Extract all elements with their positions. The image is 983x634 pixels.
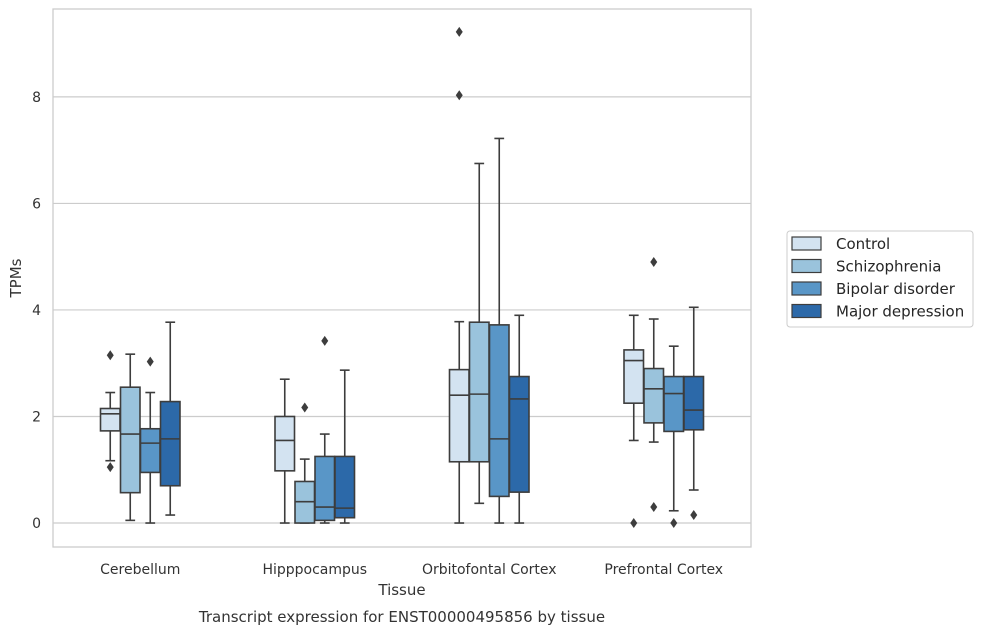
box-control bbox=[623, 314, 645, 529]
box-groups bbox=[99, 26, 705, 529]
outlier-marker bbox=[106, 350, 114, 361]
legend-label: Schizophrenia bbox=[836, 258, 941, 276]
outlier-marker bbox=[455, 90, 463, 101]
x-tick-labels: Cerebellum Hipppocampus Orbitofontal Corte… bbox=[100, 562, 723, 578]
x-tick-label: Orbitofontal Cortex bbox=[422, 562, 557, 578]
chart-caption: Transcript expression for ENST0000049585… bbox=[198, 608, 605, 626]
legend-label: Bipolar disorder bbox=[836, 280, 956, 298]
y-tick-labels: 0 2 4 6 8 bbox=[32, 90, 41, 532]
box-body bbox=[334, 455, 356, 519]
box-schizophrenia bbox=[119, 353, 141, 522]
outlier-marker bbox=[670, 518, 678, 529]
box-body bbox=[623, 349, 645, 404]
legend-frame bbox=[786, 230, 974, 328]
box-major-depression bbox=[159, 321, 181, 516]
box-body bbox=[643, 367, 665, 424]
legend-swatch bbox=[791, 303, 822, 319]
legend: Control Schizophrenia Bipolar disorder Majo… bbox=[786, 230, 974, 328]
outlier-marker bbox=[630, 518, 638, 529]
box-body bbox=[159, 400, 181, 487]
outlier-marker bbox=[650, 502, 658, 513]
x-tick-label: Hipppocampus bbox=[262, 562, 367, 578]
legend-swatch bbox=[791, 236, 822, 251]
box-bipolar-disorder bbox=[488, 137, 510, 524]
outlier-marker bbox=[146, 356, 154, 367]
box-body bbox=[314, 455, 336, 522]
box-body bbox=[139, 427, 161, 474]
box-major-depression bbox=[508, 314, 530, 524]
outlier-marker bbox=[106, 462, 114, 473]
y-tick-label: 4 bbox=[32, 303, 41, 319]
y-tick-label: 2 bbox=[32, 409, 41, 425]
x-tick-label: Cerebellum bbox=[100, 562, 180, 578]
box-control bbox=[274, 378, 296, 524]
x-tick-label: Prefrontal Cortex bbox=[604, 562, 723, 578]
box-schizophrenia bbox=[643, 257, 665, 513]
box-body bbox=[274, 415, 296, 472]
y-tick-label: 8 bbox=[32, 90, 41, 106]
box-major-depression bbox=[683, 306, 705, 521]
box-body bbox=[119, 386, 141, 494]
outlier-marker bbox=[321, 335, 329, 346]
outlier-marker bbox=[690, 510, 698, 521]
plot-frame bbox=[52, 8, 752, 548]
outlier-marker bbox=[455, 26, 463, 37]
legend-label: Major depression bbox=[836, 303, 964, 321]
box-schizophrenia bbox=[468, 162, 490, 505]
box-body bbox=[663, 375, 685, 433]
box-body bbox=[448, 368, 470, 463]
legend-label: Control bbox=[836, 235, 890, 253]
box-bipolar-disorder bbox=[663, 345, 685, 529]
box-body bbox=[683, 375, 705, 431]
outlier-marker bbox=[301, 402, 309, 413]
box-control bbox=[448, 26, 470, 524]
y-tick-label: 0 bbox=[32, 516, 41, 532]
y-tick-label: 6 bbox=[32, 196, 41, 212]
box-body bbox=[468, 321, 490, 463]
x-axis-label: Tissue bbox=[377, 581, 425, 599]
box-bipolar-disorder bbox=[314, 335, 336, 524]
y-axis-label: TPMs bbox=[7, 258, 25, 298]
box-body bbox=[488, 324, 510, 498]
legend-swatch bbox=[791, 258, 822, 274]
box-major-depression bbox=[334, 369, 356, 524]
box-body bbox=[99, 407, 121, 432]
box-bipolar-disorder bbox=[139, 356, 161, 524]
legend-swatch bbox=[791, 281, 822, 296]
outlier-marker bbox=[650, 257, 658, 268]
box-schizophrenia bbox=[294, 402, 316, 524]
box-body bbox=[508, 375, 530, 493]
box-control bbox=[99, 350, 121, 473]
